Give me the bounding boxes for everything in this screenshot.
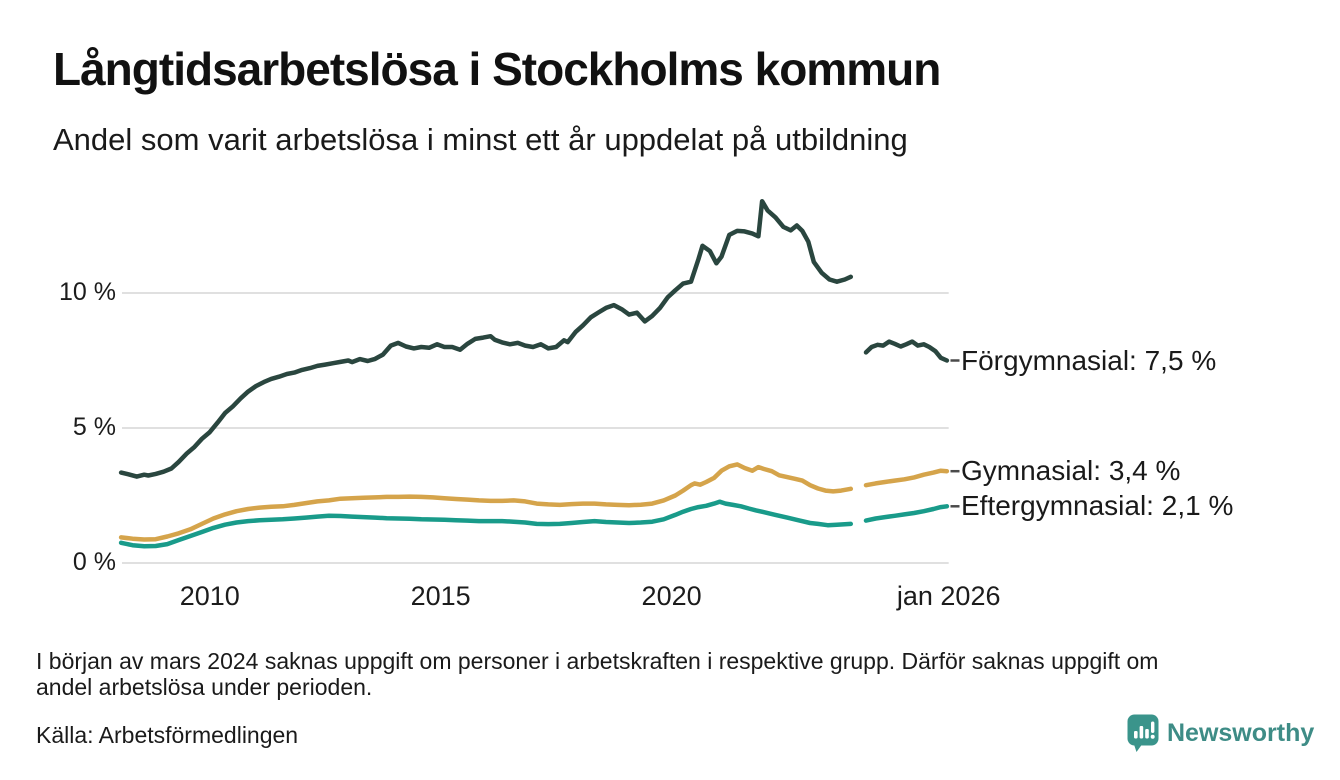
- y-tick-label: 5 %: [72, 413, 116, 441]
- series-end-label-eftergymnasial: Eftergymnasial: 2,1 %: [961, 490, 1234, 522]
- series-end-label-gymnasial: Gymnasial: 3,4 %: [961, 455, 1181, 487]
- series-end-label-frgymnasial: Förgymnasial: 7,5 %: [961, 344, 1217, 376]
- newsworthy-speech-bubble-bar-chart-icon: [1127, 714, 1159, 752]
- footnote-line-1: I början av mars 2024 saknas uppgift om …: [36, 648, 1159, 674]
- series-line-frgymnasial: [118, 198, 854, 479]
- footnote: I början av mars 2024 saknas uppgift om …: [36, 648, 1158, 700]
- y-tick-label: 10 %: [59, 278, 116, 306]
- chart-subtitle: Andel som varit arbetslösa i minst ett å…: [53, 122, 908, 157]
- series-line-eftergymnasial: [118, 499, 854, 549]
- source-label: Källa: Arbetsförmedlingen: [36, 722, 299, 748]
- y-tick-label: 0 %: [72, 548, 116, 576]
- series-line-gymnasial: [863, 468, 950, 488]
- series-line-frgymnasial: [863, 339, 950, 363]
- newsworthy-logo[interactable]: Newsworthy: [1127, 714, 1314, 753]
- x-tick-label: 2015: [410, 581, 471, 611]
- x-tick-label: 2010: [179, 581, 240, 611]
- x-tick-label: 2020: [641, 581, 702, 611]
- newsworthy-wordmark: Newsworthy: [1167, 719, 1315, 747]
- footnote-line-2: andel arbetslösa under perioden.: [36, 674, 373, 700]
- series-line-eftergymnasial: [863, 504, 950, 523]
- chart-title: Långtidsarbetslösa i Stockholms kommun: [53, 43, 941, 95]
- series-line-gymnasial: [118, 462, 854, 542]
- x-tick-label: jan 2026: [896, 581, 1001, 611]
